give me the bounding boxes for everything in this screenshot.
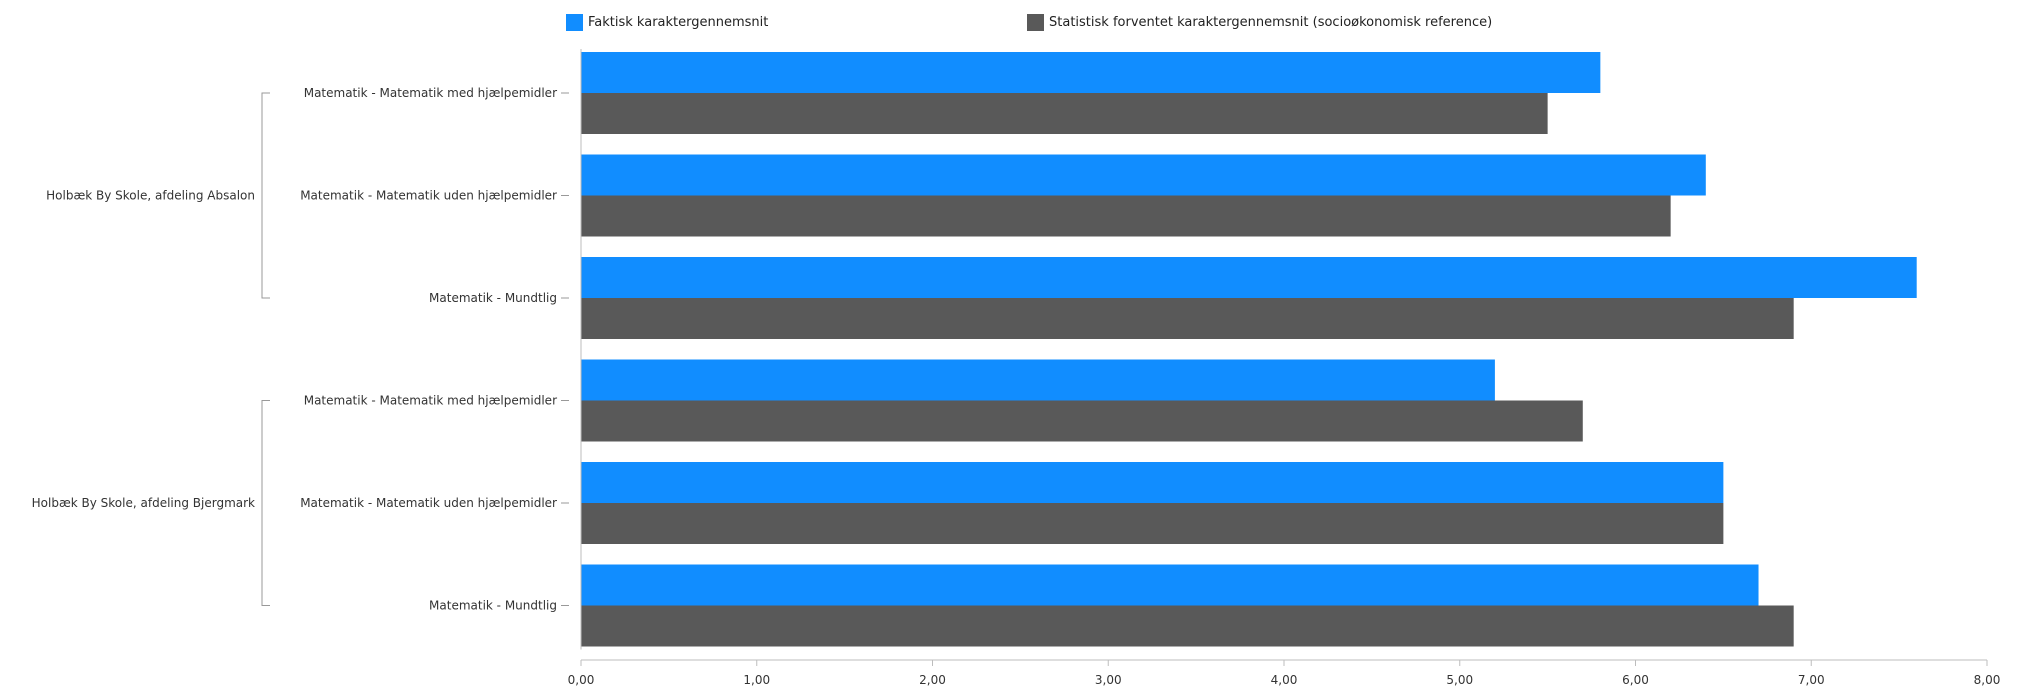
bar-actual-1: [581, 52, 1601, 93]
category-label: Matematik - Matematik uden hjælpemidler: [300, 496, 557, 510]
legend-label-actual: Faktisk karaktergennemsnit: [588, 14, 769, 30]
bar-expected-6: [581, 605, 1794, 647]
x-tick-label: 4,00: [1271, 673, 1298, 687]
bar-expected-5: [581, 503, 1724, 544]
x-tick-label: 6,00: [1622, 673, 1649, 687]
category-label: Matematik - Matematik med hjælpemidler: [304, 86, 557, 100]
x-tick-label: 2,00: [919, 673, 946, 687]
bar-expected-1: [581, 93, 1548, 134]
bar-actual-3: [581, 257, 1917, 298]
x-tick-label: 5,00: [1446, 673, 1473, 687]
legend-label-expected: Statistisk forventet karaktergennemsnit …: [1049, 14, 1493, 30]
bar-expected-4: [581, 400, 1583, 442]
bar-expected-3: [581, 298, 1794, 339]
x-tick-label: 8,00: [1974, 673, 2001, 687]
category-label: Matematik - Matematik med hjælpemidler: [304, 394, 557, 408]
legend-swatch-expected: [1027, 13, 1044, 31]
bar-actual-2: [581, 154, 1706, 196]
group-bracket: [261, 400, 270, 606]
category-label: Matematik - Mundtlig: [429, 599, 557, 613]
group-label: Holbæk By Skole, afdeling Absalon: [46, 189, 255, 203]
x-tick-label: 7,00: [1798, 673, 1825, 687]
bar-actual-4: [581, 359, 1495, 401]
bar-actual-6: [581, 564, 1759, 606]
category-label: Matematik - Mundtlig: [429, 291, 557, 305]
legend-swatch-actual: [566, 13, 583, 31]
bar-expected-2: [581, 195, 1671, 237]
bar-actual-5: [581, 462, 1724, 503]
x-tick-label: 1,00: [743, 673, 770, 687]
x-tick-label: 0,00: [568, 673, 595, 687]
group-bracket: [261, 92, 270, 299]
x-tick-label: 3,00: [1095, 673, 1122, 687]
category-label: Matematik - Matematik uden hjælpemidler: [300, 189, 557, 203]
legend-item-expected[interactable]: Statistisk forventet karaktergennemsnit …: [1027, 13, 1492, 31]
group-label: Holbæk By Skole, afdeling Bjergmark: [32, 496, 255, 510]
legend-item-actual[interactable]: Faktisk karaktergennemsnit: [566, 13, 768, 31]
